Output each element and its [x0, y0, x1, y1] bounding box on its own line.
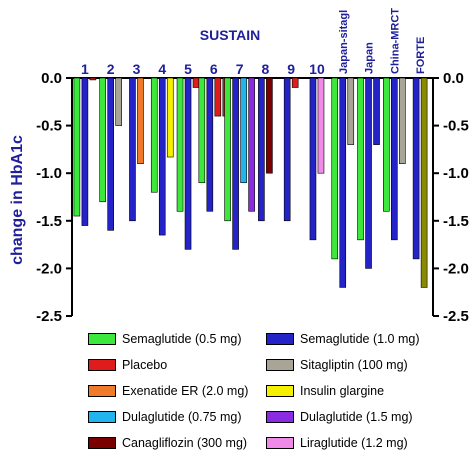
- y-tick-label-right: -1.5: [443, 213, 469, 230]
- legend-item: Canagliflozin (300 mg): [88, 435, 247, 451]
- bar: [198, 77, 206, 184]
- plot-area: 0.0 0.0 -0.5 -0.5 -1.0 -1.0 -1.5 -1.5 -2.0 -2.0 -2…: [36, 8, 469, 325]
- category-label: 4: [158, 61, 166, 77]
- bar: [391, 77, 398, 241]
- legend-item: Insulin glargine: [266, 383, 384, 399]
- y-tick-label-right: -2.0: [443, 260, 469, 277]
- y-axis-label: change in HbA1c: [9, 135, 26, 265]
- bar: [339, 77, 347, 288]
- y-tick-label-right: -0.5: [443, 118, 469, 135]
- legend-swatch: [266, 437, 294, 449]
- y-tick-label-left: -1.0: [36, 165, 62, 182]
- bar: [150, 77, 158, 193]
- legend-swatch: [266, 333, 294, 345]
- bar: [166, 77, 174, 158]
- bar: [107, 77, 114, 231]
- y-tick-label-left: -0.5: [36, 118, 62, 135]
- bar: [89, 77, 97, 81]
- bar: [412, 77, 420, 260]
- legend-item: Exenatide ER (2.0 mg): [88, 383, 248, 399]
- category-label: 3: [133, 61, 141, 77]
- bar: [347, 77, 355, 145]
- legend-label: Placebo: [122, 358, 168, 372]
- y-tick-label-left: -1.5: [36, 213, 62, 230]
- bar: [115, 77, 122, 126]
- bar: [317, 77, 325, 174]
- bar: [266, 77, 273, 174]
- bar: [206, 77, 214, 212]
- bar: [232, 77, 239, 250]
- legend-swatch: [266, 359, 294, 371]
- legend-label: Insulin glargine: [300, 384, 385, 398]
- category-label: 10: [309, 61, 325, 77]
- bar: [184, 77, 192, 250]
- legend-item: Liraglutide (1.2 mg): [266, 435, 408, 451]
- legend-item: Dulaglutide (1.5 mg): [266, 409, 413, 425]
- category-label: China-MRCT: [389, 8, 401, 74]
- y-tick-label-right: -1.0: [443, 165, 469, 182]
- bar: [192, 77, 200, 88]
- legend-label: Exenatide ER (2.0 mg): [122, 384, 249, 398]
- legend-label: Dulaglutide (0.75 mg): [122, 410, 242, 424]
- bar: [99, 77, 106, 203]
- bar: [137, 77, 144, 164]
- legend-swatch: [88, 411, 116, 423]
- category-label: 1: [81, 61, 89, 77]
- category-label: 5: [184, 61, 192, 77]
- legend-item: Semaglutide (0.5 mg): [88, 331, 242, 347]
- bar: [283, 77, 291, 222]
- bar: [420, 77, 428, 288]
- y-tick-label-left: -2.5: [36, 308, 62, 325]
- category-label: Japan-sitagl: [338, 10, 350, 74]
- bar: [383, 77, 390, 212]
- legend-swatch: [88, 437, 116, 449]
- legend-label: Semaglutide (1.0 mg): [300, 332, 420, 346]
- y-tick-label-right: 0.0: [443, 70, 464, 87]
- bar: [81, 77, 89, 226]
- legend-swatch: [266, 385, 294, 397]
- category-label: Japan: [364, 42, 376, 74]
- bar: [309, 77, 317, 241]
- bar: [331, 77, 339, 260]
- bar: [373, 77, 380, 145]
- bar: [129, 77, 136, 222]
- legend-item: Placebo: [88, 357, 167, 373]
- y-tick-label-right: -2.5: [443, 308, 469, 325]
- legend-swatch: [88, 333, 116, 345]
- legend-label: Sitagliptin (100 mg): [300, 358, 408, 372]
- category-label: 9: [287, 61, 295, 77]
- legend-swatch: [266, 411, 294, 423]
- legend-swatch: [88, 385, 116, 397]
- bar: [176, 77, 184, 212]
- category-label: 2: [107, 61, 115, 77]
- legend-item: Sitagliptin (100 mg): [266, 357, 408, 373]
- legend-item: Semaglutide (1.0 mg): [266, 331, 420, 347]
- bar: [214, 77, 222, 117]
- bar: [240, 77, 247, 184]
- legend-label: Canagliflozin (300 mg): [122, 436, 248, 450]
- bar: [73, 77, 81, 217]
- legend-swatch: [88, 359, 116, 371]
- category-label: 8: [261, 61, 269, 77]
- bar: [224, 77, 231, 222]
- chart-title: SUSTAIN: [200, 27, 260, 43]
- bar: [399, 77, 406, 164]
- legend-label: Liraglutide (1.2 mg): [300, 436, 408, 450]
- legend-label: Dulaglutide (1.5 mg): [300, 410, 413, 424]
- bar: [357, 77, 364, 241]
- legend-label: Semaglutide (0.5 mg): [122, 332, 242, 346]
- y-tick-label-left: -2.0: [36, 260, 62, 277]
- bar: [248, 77, 255, 212]
- category-label: FORTE: [415, 37, 427, 74]
- y-tick-label-left: 0.0: [41, 70, 62, 87]
- category-label: 7: [236, 61, 244, 77]
- bar: [365, 77, 372, 269]
- bar: [158, 77, 166, 236]
- bar: [258, 77, 265, 222]
- category-label: 6: [210, 61, 218, 77]
- bar: [291, 77, 299, 88]
- legend-item: Dulaglutide (0.75 mg): [88, 409, 242, 425]
